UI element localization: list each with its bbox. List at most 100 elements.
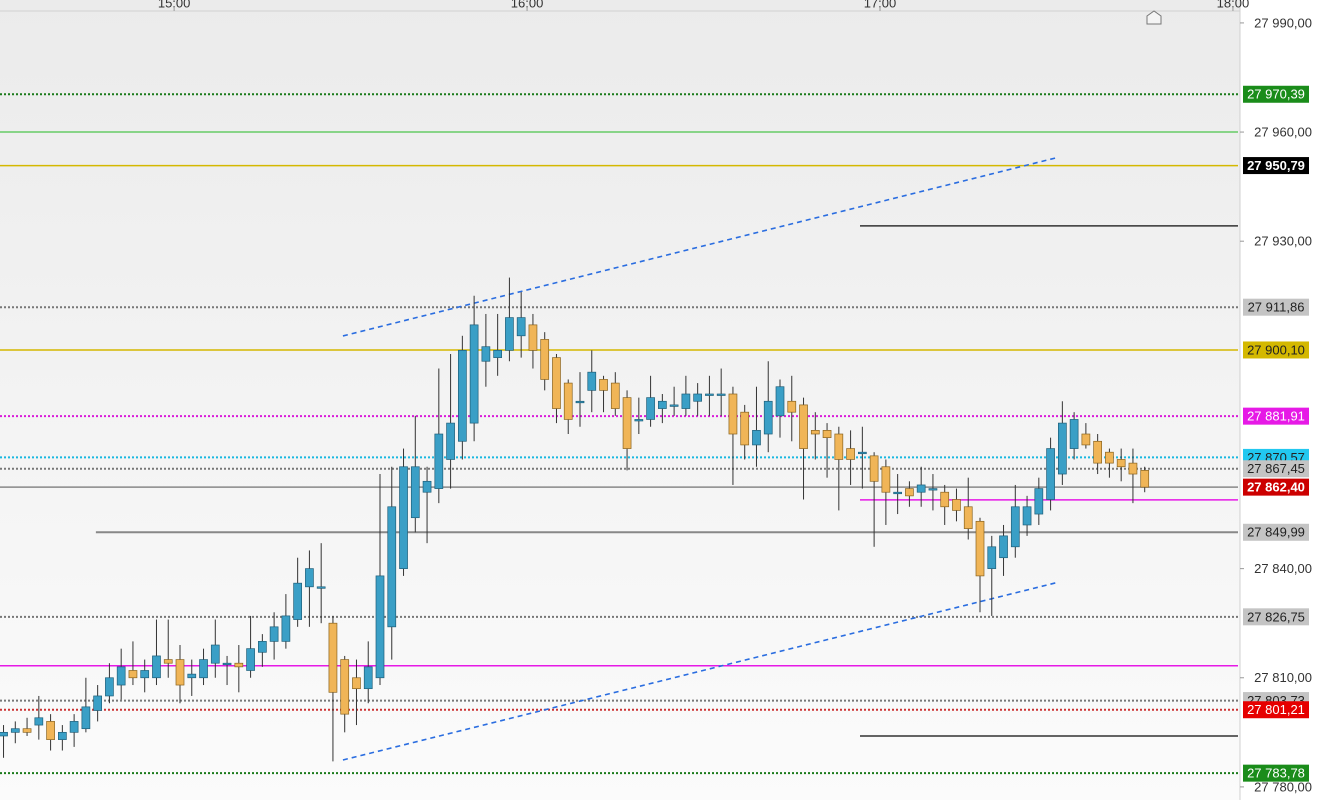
level-label-box (1243, 523, 1309, 541)
candle-body (305, 568, 314, 588)
candle-body (740, 411, 750, 446)
candle-body (246, 648, 255, 671)
candle-body (552, 357, 561, 409)
candle-body (669, 404, 679, 407)
candle-body (234, 662, 244, 668)
level-label: 27 862,40 (1247, 480, 1305, 495)
candle-body (787, 400, 797, 413)
level-label-box (1243, 407, 1309, 425)
candle-body (446, 422, 455, 460)
candle-body (1093, 440, 1102, 464)
home-icon[interactable] (1146, 10, 1162, 25)
price-axis-background (1240, 0, 1325, 800)
candle-body (928, 488, 938, 491)
candles (0, 277, 1150, 762)
trendline (342, 582, 1057, 761)
candle-body (152, 655, 161, 679)
candle-body (1022, 506, 1032, 526)
candle-body (175, 659, 185, 686)
candle-body (481, 346, 491, 362)
candle-body (69, 721, 79, 733)
candle-body (834, 433, 844, 460)
candle-body (399, 466, 408, 569)
candle-body (258, 641, 267, 653)
candle-body (1046, 448, 1055, 500)
candle-body (822, 430, 832, 439)
candle-body (269, 626, 279, 642)
candle-body (881, 466, 891, 493)
y-tick-label: 27 840,00 (1254, 561, 1312, 576)
level-label: 27 783,78 (1247, 766, 1305, 781)
candle-body (634, 419, 644, 422)
candle-body (210, 644, 220, 664)
candle-body (1069, 419, 1079, 449)
level-label-box (1243, 764, 1309, 782)
level-label: 27 970,39 (1247, 87, 1305, 102)
candle-body (858, 451, 867, 455)
x-tick-label: 15:00 (158, 0, 191, 10)
candle-body (116, 666, 126, 686)
y-tick-label: 27 990,00 (1254, 15, 1312, 30)
candle-body (469, 324, 479, 424)
candle-body (375, 575, 385, 679)
candle-body (1140, 470, 1150, 488)
candle-body (0, 731, 8, 737)
candle-body (587, 371, 597, 391)
candle-body (810, 430, 820, 435)
candle-body (940, 491, 950, 508)
candle-body (352, 677, 361, 690)
candle-body (363, 666, 373, 690)
candle-body (199, 659, 208, 679)
candle-body (1128, 462, 1138, 475)
candle-body (646, 397, 655, 420)
candle-body (1034, 488, 1044, 515)
candle-body (410, 466, 420, 519)
level-label: 27 911,86 (1248, 300, 1305, 315)
candle-body (328, 622, 338, 693)
level-label: 27 801,21 (1247, 702, 1305, 717)
level-label: 27 849,99 (1247, 525, 1305, 540)
candle-body (846, 448, 855, 460)
candle-body (58, 731, 67, 740)
candle-body (316, 586, 326, 589)
candle-body (293, 582, 302, 620)
y-tick-label: 27 810,00 (1254, 670, 1312, 685)
candle-body (434, 433, 444, 489)
candle-body (81, 706, 91, 730)
candle-body (93, 695, 102, 711)
candle-body (987, 546, 997, 569)
level-label: 27 950,79 (1247, 158, 1305, 173)
level-label-box (1243, 298, 1309, 316)
trendline (342, 157, 1057, 337)
candle-body (1105, 451, 1114, 464)
level-label: 27 900,10 (1247, 342, 1305, 357)
candle-body (281, 615, 291, 642)
candle-body (599, 379, 608, 391)
candle-body (975, 520, 985, 577)
x-tick-label: 16:00 (511, 0, 544, 10)
candle-body (34, 717, 44, 726)
candle-body (622, 397, 632, 449)
candle-body (999, 535, 1008, 559)
candle-body (10, 728, 20, 733)
candle-body (563, 382, 573, 420)
candle-body (22, 728, 32, 733)
level-label: 27 826,75 (1247, 609, 1305, 624)
candle-body (963, 506, 973, 529)
candle-body (952, 499, 961, 511)
candle-body (493, 349, 502, 358)
candle-body (516, 317, 526, 337)
candle-body (799, 404, 808, 449)
candle-body (752, 430, 761, 446)
level-label: 27 881,91 (1247, 409, 1305, 424)
candle-body (1116, 459, 1126, 468)
candle-body (705, 393, 714, 396)
level-label: 27 867,45 (1247, 461, 1305, 476)
candle-body (387, 506, 397, 628)
candle-body (1010, 506, 1020, 548)
x-tick-label: 17:00 (864, 0, 897, 10)
candle-body (105, 677, 114, 697)
